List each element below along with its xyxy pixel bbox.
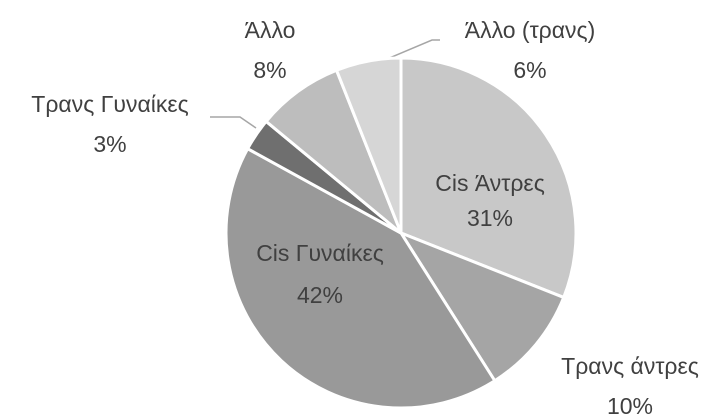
slice-label: Cis Άντρες	[435, 170, 545, 196]
value-label: 8%	[253, 57, 286, 83]
value-label: 3%	[93, 131, 126, 157]
leader-line	[210, 116, 257, 129]
pie-slice	[224, 146, 497, 410]
slice-label: Άλλο	[245, 17, 296, 43]
value-label: 42%	[297, 282, 343, 308]
pie-slice	[399, 56, 578, 300]
slice-label: Τρανς Γυναίκες	[31, 91, 188, 117]
value-label: 10%	[607, 393, 653, 416]
value-label: 6%	[513, 57, 546, 83]
slice-label: Cis Γυναίκες	[256, 240, 384, 266]
pie-slice	[334, 56, 403, 234]
slice-label: Τρανς άντρες	[561, 353, 699, 379]
value-label: 31%	[467, 205, 513, 231]
leader-line	[379, 39, 440, 63]
pie-slice	[397, 229, 566, 383]
slice-label: Άλλο (τρανς)	[465, 17, 596, 43]
